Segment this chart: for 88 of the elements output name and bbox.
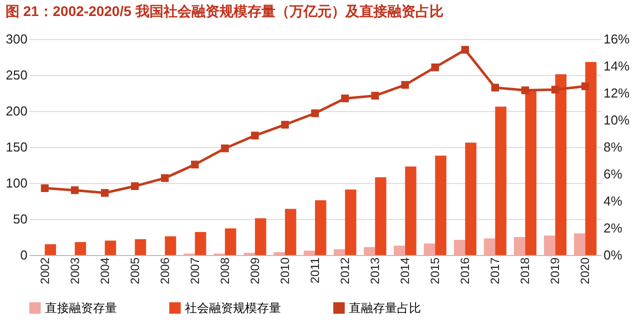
bar — [424, 243, 436, 255]
x-tick-label: 2004 — [98, 257, 112, 284]
x-tick-label: 2015 — [428, 257, 442, 284]
y-tick-label: 300 — [6, 32, 28, 46]
bar — [274, 252, 285, 255]
point — [40, 184, 49, 192]
bar — [405, 166, 416, 255]
bar — [465, 142, 476, 255]
point — [401, 81, 409, 89]
x-tick-label: 2009 — [248, 257, 262, 284]
y2-tick-label: 14% — [604, 58, 630, 74]
y-tick-label: 50 — [13, 212, 28, 226]
point — [371, 92, 379, 100]
chart-title: 图 21：2002-2020/5 我国社会融资规模存量（万亿元）及直接融资占比 — [5, 3, 444, 19]
point — [70, 186, 79, 194]
x-tick-label: 2008 — [218, 257, 232, 284]
point — [461, 46, 470, 54]
legend-label: 直融存量占比 — [349, 301, 421, 315]
point — [160, 174, 169, 182]
x-tick-label: 2020 — [578, 257, 592, 284]
bar — [435, 156, 446, 255]
y2-tick-label: 0% — [604, 248, 623, 262]
x-tick-label: 2012 — [338, 257, 352, 284]
x-tick-label: 2003 — [68, 257, 82, 284]
bar — [454, 240, 466, 255]
bar — [134, 239, 146, 255]
x-tick-label: 2002 — [38, 257, 52, 284]
y-tick-label: 150 — [6, 140, 28, 154]
point — [581, 82, 590, 90]
bar — [315, 200, 326, 255]
bar — [495, 106, 506, 255]
bar — [104, 240, 116, 255]
bar — [74, 242, 86, 255]
y-tick-label: 200 — [6, 104, 28, 118]
bar — [44, 244, 56, 255]
x-tick-label: 2007 — [188, 257, 202, 284]
bar — [544, 236, 556, 255]
x-tick-label: 2005 — [128, 257, 142, 284]
point — [341, 94, 349, 102]
bar — [484, 238, 496, 255]
x-tick-label: 2019 — [548, 257, 562, 284]
point — [251, 132, 259, 140]
point — [281, 120, 289, 129]
point — [431, 63, 439, 72]
y2-tick-label: 16% — [604, 32, 630, 46]
point — [221, 144, 229, 152]
bar — [394, 246, 406, 255]
x-tick-label: 2006 — [158, 257, 172, 284]
bar — [304, 250, 315, 255]
x-tick-label: 2011 — [308, 257, 322, 284]
bar — [345, 189, 356, 255]
y-tick-label: 250 — [6, 68, 28, 82]
y2-tick-label: 6% — [604, 166, 623, 182]
bar — [164, 236, 176, 255]
point — [130, 182, 139, 190]
y2-tick-label: 10% — [604, 112, 630, 128]
bar — [574, 233, 586, 255]
point — [100, 189, 109, 197]
point — [551, 86, 560, 94]
legend-label: 直接融资存量 — [45, 301, 117, 315]
y2-tick-label: 8% — [604, 140, 623, 154]
bar — [375, 177, 386, 255]
y-tick-label: 100 — [6, 176, 28, 190]
bar — [555, 74, 566, 255]
bar — [224, 228, 236, 255]
bar — [194, 232, 206, 255]
x-tick-label: 2017 — [488, 257, 502, 284]
x-tick-label: 2010 — [278, 257, 292, 284]
x-tick-label: 2016 — [458, 257, 472, 284]
point — [491, 84, 500, 92]
bar — [364, 247, 376, 255]
point — [521, 86, 530, 94]
x-tick-label: 2018 — [518, 257, 532, 284]
y2-tick-label: 2% — [604, 220, 623, 236]
bar — [284, 208, 296, 255]
bar — [254, 218, 266, 255]
legend-label: 社会融资规模存量 — [185, 301, 281, 315]
bar — [334, 249, 346, 255]
x-tick-label: 2013 — [368, 257, 382, 284]
y-tick-label: 0 — [20, 248, 28, 262]
bar — [514, 237, 526, 255]
y2-tick-label: 12% — [604, 86, 630, 100]
x-tick-label: 2014 — [398, 257, 412, 284]
point — [311, 109, 319, 118]
bar — [585, 62, 596, 255]
y2-tick-label: 4% — [604, 194, 623, 208]
point — [191, 160, 199, 168]
bar — [525, 90, 536, 255]
